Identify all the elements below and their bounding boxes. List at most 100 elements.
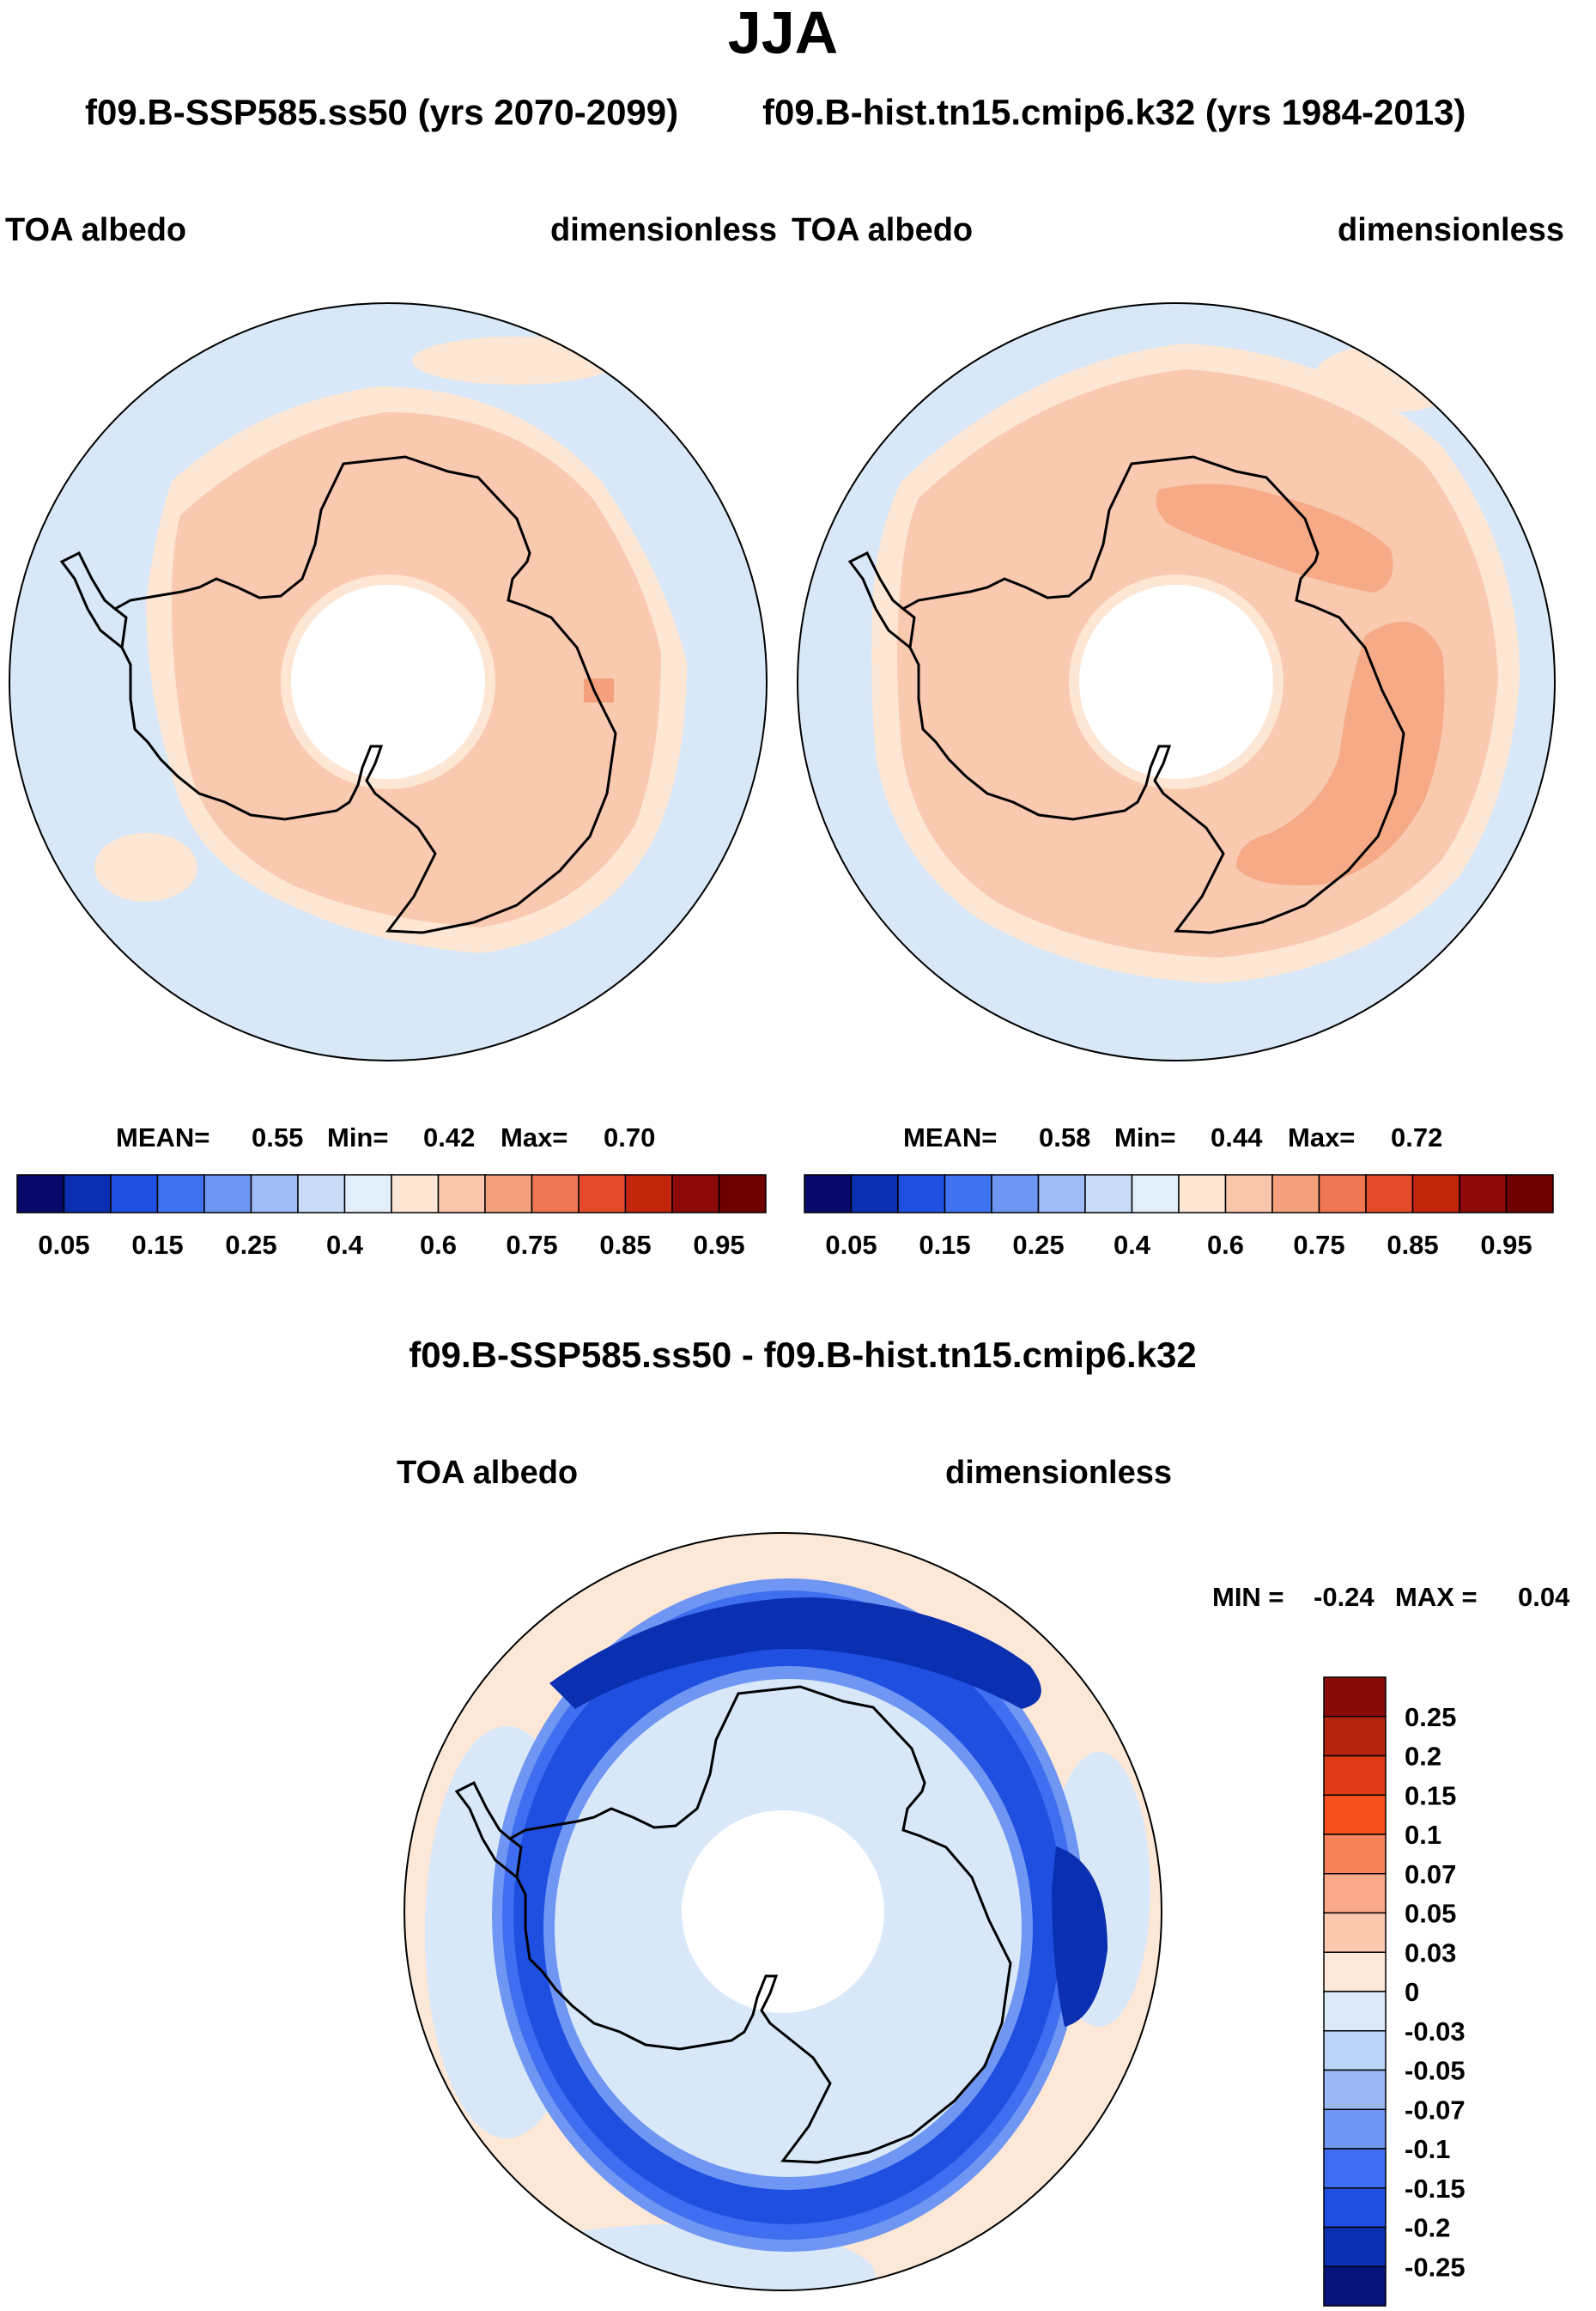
diff-colorbar-box — [1323, 1912, 1387, 1953]
diff-colorbar-tick-label: -0.1 — [1405, 2134, 1450, 2164]
diff-colorbar-tick-label: -0.15 — [1405, 2174, 1466, 2204]
diff-colorbar-box — [1323, 2226, 1387, 2267]
panel-a-colorbar-box — [718, 1174, 767, 1213]
panel-b-colorbar-box — [897, 1174, 946, 1213]
panel-b: TOA albedo dimensionless MEAN= 0.58 Min=… — [792, 212, 1564, 1260]
panel-b-colorbar-tick-label: 0.15 — [919, 1230, 970, 1260]
diff-ring-core-north — [549, 1597, 1041, 1709]
panel-b-colorbar-tick-label: 0.85 — [1387, 1230, 1438, 1260]
panel-a-variable: TOA albedo — [5, 212, 186, 248]
diff-colorbar-box — [1323, 1834, 1387, 1875]
diff-colorbar-box — [1323, 1755, 1387, 1796]
panel-a-colorbar-box — [624, 1174, 673, 1213]
panel-b-colorbar-box — [1411, 1174, 1460, 1213]
panel-b-colorbar-box — [1178, 1174, 1227, 1213]
diff-colorbar-box — [1323, 1794, 1387, 1835]
panel-b-colorbar-box — [1131, 1174, 1180, 1213]
panel-a-units: dimensionless — [550, 212, 777, 248]
diff-colorbar-tick-label: -0.25 — [1405, 2252, 1466, 2282]
panel-a-colorbar-box — [578, 1174, 627, 1213]
panel-b-high-albedo-east — [1236, 622, 1445, 885]
panel-diff: f09.B-SSP585.ss50 - f09.B-hist.tn15.cmip… — [397, 1335, 1570, 2307]
panel-b-colorbar-tick-label: 0.6 — [1207, 1230, 1244, 1260]
panel-a-colorbar-box — [16, 1174, 65, 1213]
diff-colorbar-box — [1323, 1676, 1387, 1718]
panel-a-colorbar-box — [297, 1174, 346, 1213]
panel-b-colorbar-box — [1271, 1174, 1320, 1213]
panel-b-colorbar-box — [1505, 1174, 1554, 1213]
subtitle-left: f09.B-SSP585.ss50 (yrs 2070-2099) — [85, 92, 678, 132]
panel-b-colorbar-box — [850, 1174, 899, 1213]
panel-a-colorbar-box — [391, 1174, 440, 1213]
panel-b-colorbar-box — [1365, 1174, 1414, 1213]
diff-stats: MIN = -0.24 MAX = 0.04 — [1212, 1582, 1570, 1612]
panel-a-colorbar-tick-label: 0.15 — [131, 1230, 183, 1260]
panel-a-colorbar-box — [531, 1174, 580, 1213]
panel-b-pole-hole — [1079, 585, 1273, 779]
diff-colorbar-tick-label: 0.1 — [1405, 1820, 1441, 1850]
diff-colorbar-tick-label: -0.07 — [1405, 2095, 1466, 2125]
panel-b-colorbar-box — [1224, 1174, 1273, 1213]
panel-b-high-albedo-north — [1156, 483, 1393, 593]
panel-b-variable: TOA albedo — [792, 212, 973, 248]
panel-b-colorbar-box — [1037, 1174, 1086, 1213]
diff-colorbar-tick-label: 0.2 — [1405, 1742, 1441, 1772]
panel-b-colorbar-tick-label: 0.95 — [1480, 1230, 1532, 1260]
panel-b-colorbar-tick-label: 0.05 — [825, 1230, 877, 1260]
diff-map — [404, 1533, 1162, 2290]
panel-a-colorbar: 0.05 0.15 0.25 0.4 0.6 0.75 0.85 0.95 — [16, 1174, 767, 1260]
panel-a-colorbar-tick-label: 0.05 — [38, 1230, 89, 1260]
figure-title: JJA — [728, 0, 838, 66]
panel-a-colorbar-tick-label: 0.95 — [693, 1230, 744, 1260]
panel-a-colorbar-box — [484, 1174, 533, 1213]
diff-colorbar-tick-label: 0.05 — [1405, 1899, 1456, 1929]
diff-colorbar-box — [1323, 1716, 1387, 1757]
panel-a-colorbar-box — [110, 1174, 159, 1213]
diff-colorbar-box — [1323, 2187, 1387, 2229]
diff-colorbar-tick-label: 0.07 — [1405, 1859, 1456, 1889]
diff-colorbar-tick-label: 0.25 — [1405, 1702, 1456, 1732]
diff-colorbar-box — [1323, 2148, 1387, 2189]
panel-b-map — [798, 303, 1555, 1061]
panel-b-colorbar-box — [1459, 1174, 1508, 1213]
diff-colorbar-box — [1323, 2069, 1387, 2110]
panel-b-colorbar-tick-label: 0.75 — [1293, 1230, 1344, 1260]
diff-colorbar-tick-label: 0.03 — [1405, 1937, 1456, 1967]
panel-b-map-border — [797, 302, 1556, 1061]
panel-a-map-border — [9, 302, 768, 1061]
diff-variable: TOA albedo — [397, 1455, 578, 1491]
panel-a-ice-edge-patch-2 — [94, 833, 197, 902]
panel-b-colorbar-tick-label: 0.25 — [1012, 1230, 1064, 1260]
panel-a-colorbar-box — [156, 1174, 205, 1213]
panel-a-colorbar-tick-label: 0.75 — [506, 1230, 557, 1260]
panel-a-colorbar-tick-label: 0.4 — [326, 1230, 364, 1260]
diff-colorbar-box — [1323, 1951, 1387, 1992]
diff-colorbar-box — [1323, 2108, 1387, 2150]
diff-colorbar-box — [1323, 1873, 1387, 1914]
panel-a-colorbar-box — [250, 1174, 299, 1213]
panel-a-colorbar-box — [343, 1174, 392, 1213]
panel-a-colorbar-tick-label: 0.6 — [420, 1230, 457, 1260]
diff-colorbar-tick-label: 0.15 — [1405, 1780, 1456, 1810]
panel-a-colorbar-tick-label: 0.85 — [599, 1230, 651, 1260]
diff-units: dimensionless — [945, 1455, 1172, 1491]
panel-a-colorbar-tick-label: 0.25 — [225, 1230, 276, 1260]
panel-a-colorbar-box — [203, 1174, 252, 1213]
diff-colorbar-tick-label: -0.2 — [1405, 2213, 1450, 2243]
panel-b-colorbar-box — [944, 1174, 992, 1213]
diff-colorbar-tick-label: -0.03 — [1405, 2016, 1466, 2046]
panel-b-colorbar-tick-label: 0.4 — [1114, 1230, 1151, 1260]
panel-b-stats: MEAN= 0.58 Min= 0.44 Max= 0.72 — [903, 1122, 1442, 1152]
panel-a-stats: MEAN= 0.55 Min= 0.42 Max= 0.70 — [116, 1122, 655, 1152]
diff-colorbar-box — [1323, 2030, 1387, 2071]
diff-colorbar: 0.25 0.2 0.15 0.1 0.07 0.05 0.03 0 -0.03 -0.05 -0.… — [1323, 1676, 1466, 2307]
diff-title: f09.B-SSP585.ss50 - f09.B-hist.tn15.cmip… — [409, 1335, 1196, 1375]
panel-b-colorbar-box — [1318, 1174, 1367, 1213]
subtitle-right: f09.B-hist.tn15.cmip6.k32 (yrs 1984-2013… — [762, 92, 1466, 132]
diff-colorbar-tick-label: 0 — [1405, 1977, 1419, 2007]
diff-colorbar-box — [1323, 1991, 1387, 2032]
panel-a-colorbar-box — [437, 1174, 486, 1213]
panel-b-units: dimensionless — [1338, 212, 1564, 248]
panel-a-colorbar-box — [671, 1174, 720, 1213]
diff-pole-hole — [682, 1810, 884, 2013]
